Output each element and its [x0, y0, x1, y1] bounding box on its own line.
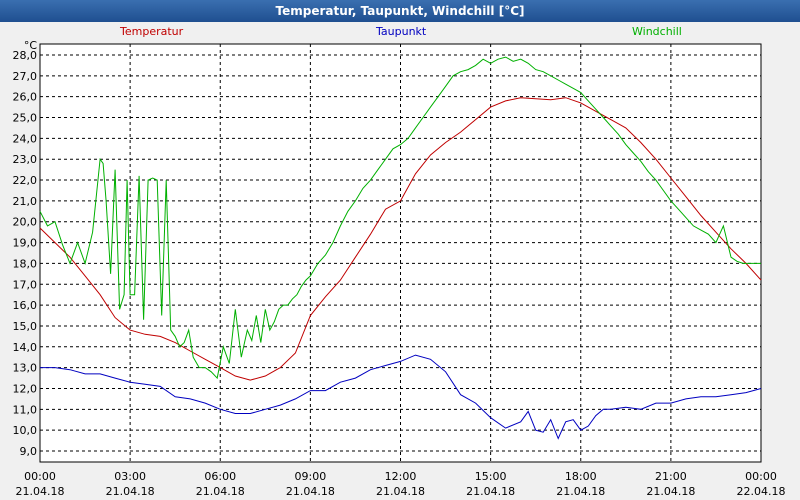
- y-tick-label: 28,0: [13, 49, 38, 62]
- y-tick-label: 16,0: [13, 299, 38, 312]
- x-tick-time: 00:00: [24, 470, 56, 483]
- y-tick-label: 27,0: [13, 70, 38, 83]
- y-tick-label: 22,0: [13, 174, 38, 187]
- series-line-windchill: [39, 56, 761, 380]
- x-tick-date: 22.04.18: [737, 485, 786, 498]
- x-tick-time: 03:00: [114, 470, 146, 483]
- series-line-temperatur: [39, 97, 762, 381]
- legend-taupunkt: Taupunkt: [376, 25, 427, 38]
- x-tick-time: 12:00: [385, 470, 417, 483]
- x-tick-time: 21:00: [655, 470, 687, 483]
- y-tick-label: 9,0: [20, 445, 38, 458]
- y-tick-label: 12,0: [13, 382, 38, 395]
- x-tick-date: 21.04.18: [556, 485, 605, 498]
- legend-temperatur: Temperatur: [120, 25, 184, 38]
- legend-windchill: Windchill: [632, 25, 682, 38]
- series-line-taupunkt: [40, 354, 762, 440]
- y-tick-label: 17,0: [13, 278, 38, 291]
- y-axis-unit: °C: [24, 39, 38, 52]
- y-tick-label: 13,0: [13, 362, 38, 375]
- y-tick-label: 18,0: [13, 257, 38, 270]
- x-tick-date: 21.04.18: [196, 485, 245, 498]
- y-tick-label: 14,0: [13, 341, 38, 354]
- y-tick-label: 20,0: [13, 216, 38, 229]
- y-tick-label: 23,0: [13, 153, 38, 166]
- x-tick-date: 21.04.18: [646, 485, 695, 498]
- x-tick-date: 21.04.18: [286, 485, 335, 498]
- y-tick-label: 19,0: [13, 237, 38, 250]
- y-tick-label: 10,0: [13, 424, 38, 437]
- x-tick-date: 21.04.18: [376, 485, 425, 498]
- x-tick-date: 21.04.18: [106, 485, 155, 498]
- x-tick-time: 18:00: [565, 470, 597, 483]
- y-tick-label: 21,0: [13, 195, 38, 208]
- y-tick-label: 26,0: [13, 91, 38, 104]
- x-tick-time: 00:00: [745, 470, 777, 483]
- y-tick-label: 25,0: [13, 112, 38, 125]
- y-tick-label: 24,0: [13, 132, 38, 145]
- x-tick-date: 21.04.18: [16, 485, 65, 498]
- y-tick-label: 11,0: [13, 403, 38, 416]
- x-tick-date: 21.04.18: [466, 485, 515, 498]
- chart-title: Temperatur, Taupunkt, Windchill [°C]: [0, 0, 800, 22]
- x-tick-time: 06:00: [204, 470, 236, 483]
- x-tick-time: 15:00: [475, 470, 507, 483]
- x-tick-time: 09:00: [295, 470, 327, 483]
- y-tick-label: 15,0: [13, 320, 38, 333]
